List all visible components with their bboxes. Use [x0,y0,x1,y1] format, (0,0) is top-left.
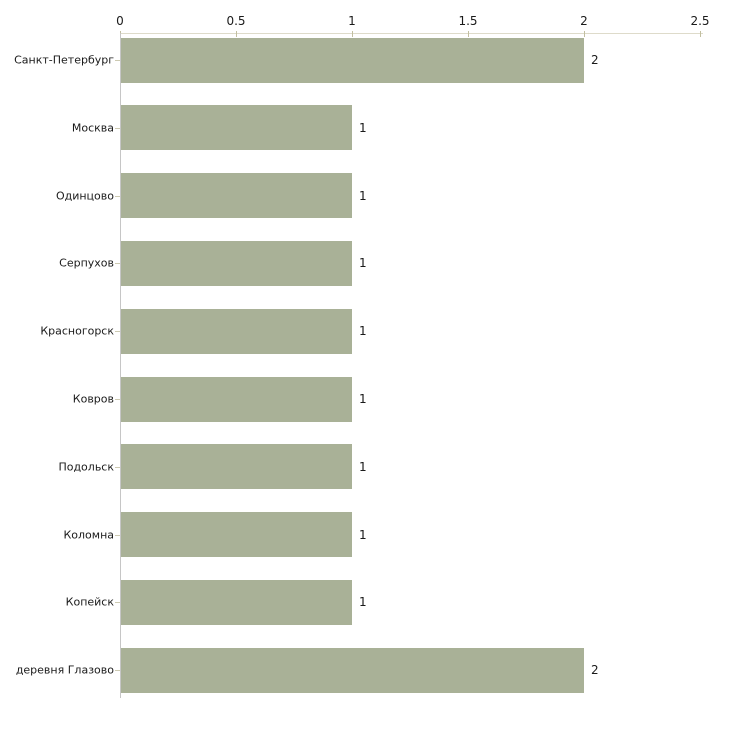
bar [121,377,352,422]
category-tick [115,535,120,536]
category-tick [115,196,120,197]
x-axis-tick-label: 0 [116,14,124,28]
x-axis-tick [584,31,585,37]
category-label: Санкт-Петербург [14,53,114,67]
bar [121,105,352,150]
bar-value-label: 1 [359,324,367,339]
category-label: Коломна [63,528,114,542]
x-axis-tick-label: 1.5 [458,14,478,28]
x-axis-line [120,33,703,34]
category-tick [115,331,120,332]
category-label: Красногорск [40,324,114,338]
bar-value-label: 1 [359,188,367,203]
bar-value-label: 1 [359,595,367,610]
x-axis-tick-label: 1 [348,14,356,28]
category-tick [115,670,120,671]
bar [121,309,352,354]
x-axis-tick-label: 0.5 [226,14,246,28]
bar [121,241,352,286]
category-tick [115,263,120,264]
category-label: Серпухов [59,256,114,270]
category-tick [115,399,120,400]
bar [121,444,352,489]
category-tick [115,602,120,603]
category-tick [115,467,120,468]
bar-value-label: 2 [591,663,599,678]
bar-value-label: 1 [359,527,367,542]
bar [121,38,584,83]
bar-value-label: 1 [359,256,367,271]
bar [121,512,352,557]
bar [121,580,352,625]
bar-value-label: 1 [359,392,367,406]
category-label: Ковров [72,392,114,406]
bar-value-label: 1 [359,459,367,474]
bar-value-label: 1 [359,120,367,135]
x-axis-tick-label: 2.5 [690,14,710,28]
bar [121,648,584,693]
category-label: Одинцово [55,189,114,203]
category-label: Москва [71,121,114,135]
bar-value-label: 2 [591,53,599,67]
x-axis-tick [352,31,353,37]
x-axis-tick [236,31,237,37]
x-axis-tick-label: 2 [580,14,588,28]
y-axis-line [120,33,121,698]
category-label: Копейск [65,595,114,609]
x-axis-tick [468,31,469,37]
bar [121,173,352,218]
x-axis-tick [700,31,701,37]
category-label: деревня Глазово [15,663,114,677]
category-label: Подольск [58,460,114,474]
category-tick [115,128,120,129]
category-tick [115,60,120,61]
